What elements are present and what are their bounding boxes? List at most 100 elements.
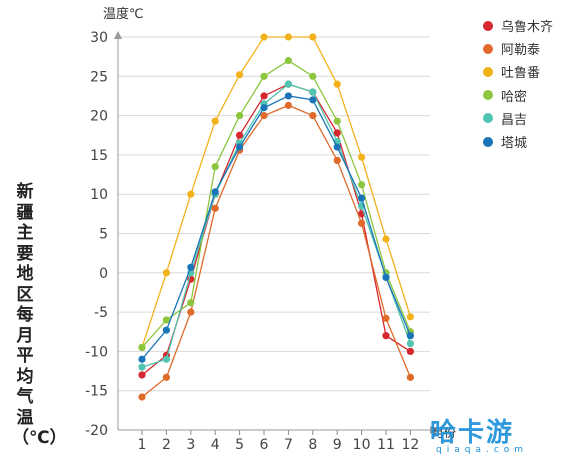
x-tick-label: 1	[138, 437, 147, 453]
data-point	[260, 92, 268, 100]
x-tick-label: 6	[260, 437, 269, 453]
legend-item: 吐鲁番	[483, 60, 553, 83]
axes	[114, 31, 438, 435]
y-tick-label: -10	[85, 344, 108, 360]
data-point	[382, 273, 390, 282]
data-point	[382, 235, 390, 243]
y-axis-arrow	[114, 31, 122, 39]
legend-marker	[483, 90, 493, 101]
legend-label: 哈密	[501, 89, 528, 105]
data-point	[187, 308, 195, 316]
legend-label: 昌吉	[501, 112, 528, 128]
y-tick-label: 15	[90, 148, 108, 164]
data-point	[284, 33, 292, 41]
series-4	[138, 56, 414, 352]
x-tick-label: 3	[186, 437, 195, 453]
data-point	[358, 181, 366, 189]
data-point	[358, 219, 366, 227]
watermark: 哈卡游 qiaqa.com	[426, 412, 572, 456]
series-line	[141, 36, 412, 348]
data-point	[406, 373, 414, 381]
chart-side-title: 新疆主要地区每月平均气温（℃）	[12, 182, 67, 448]
legend-item: 昌吉	[483, 107, 553, 130]
x-tick-label: 8	[308, 437, 317, 453]
data-point	[309, 112, 317, 120]
data-point	[382, 314, 390, 322]
y-tick-label: 30	[90, 30, 108, 46]
data-point	[333, 117, 341, 125]
series-line	[141, 95, 411, 360]
data-point	[211, 188, 219, 196]
data-point	[162, 373, 170, 381]
x-axis-arrow	[430, 426, 438, 434]
legend-label: 塔城	[501, 136, 528, 152]
legend-marker	[483, 136, 493, 147]
watermark-url: qiaqa.com	[436, 445, 529, 455]
data-point	[406, 339, 414, 348]
y-tick-label: -20	[85, 423, 108, 439]
y-tick-label: 20	[90, 109, 108, 125]
data-point	[211, 117, 219, 125]
watermark-logo: 哈卡游	[430, 418, 515, 448]
data-point	[309, 72, 317, 80]
data-point	[211, 163, 219, 171]
y-tick-label: 25	[90, 69, 108, 85]
series-line	[141, 83, 412, 368]
legend-label: 乌鲁木齐	[501, 20, 554, 36]
legend-item: 塔城	[483, 130, 553, 153]
data-point	[406, 313, 414, 321]
x-tick-label: 5	[235, 437, 244, 453]
data-point	[333, 156, 341, 165]
series-line	[141, 104, 412, 398]
data-point	[284, 92, 292, 100]
data-point	[236, 71, 244, 79]
data-point	[236, 143, 244, 151]
series-3	[138, 33, 414, 352]
data-point	[162, 326, 170, 334]
data-point	[260, 33, 268, 41]
y-tick-label: 10	[90, 187, 108, 203]
legend-label: 阿勒泰	[501, 43, 541, 59]
data-point	[187, 190, 195, 198]
data-point	[138, 363, 146, 371]
x-tick-label: 4	[211, 437, 220, 453]
data-point	[162, 269, 170, 277]
data-point	[138, 393, 146, 401]
series-2	[138, 101, 414, 401]
x-axis-label: 月份	[432, 426, 456, 440]
data-point	[309, 96, 317, 104]
series-group	[138, 33, 414, 401]
data-point	[284, 101, 292, 109]
data-point	[284, 80, 292, 88]
legend-marker	[483, 20, 493, 31]
data-point	[406, 332, 414, 340]
legend-item: 乌鲁木齐	[483, 14, 553, 37]
data-point	[406, 347, 414, 355]
grid-lines	[118, 36, 430, 392]
legend-item: 阿勒泰	[483, 37, 553, 60]
series-6	[138, 92, 414, 363]
x-tick-label: 12	[401, 437, 419, 453]
x-tick-label: 7	[284, 437, 293, 453]
x-tick-label: 11	[377, 437, 395, 453]
data-point	[187, 263, 195, 271]
data-point	[309, 88, 317, 96]
data-point	[162, 316, 170, 324]
legend-marker	[483, 113, 493, 124]
data-point	[260, 104, 268, 112]
data-point	[260, 72, 268, 80]
data-point	[358, 153, 366, 161]
legend-marker	[483, 43, 493, 54]
data-point	[138, 355, 146, 363]
x-tick-label: 10	[353, 437, 371, 453]
x-tick-label: 9	[333, 437, 342, 453]
y-tick-label: 0	[99, 266, 108, 282]
data-point	[236, 131, 244, 139]
data-point	[211, 204, 219, 212]
x-tick-label: 2	[162, 437, 171, 453]
data-point	[236, 112, 244, 120]
series-line	[141, 83, 411, 376]
data-point	[284, 56, 292, 65]
y-axis-unit-label: 温度℃	[103, 6, 144, 22]
